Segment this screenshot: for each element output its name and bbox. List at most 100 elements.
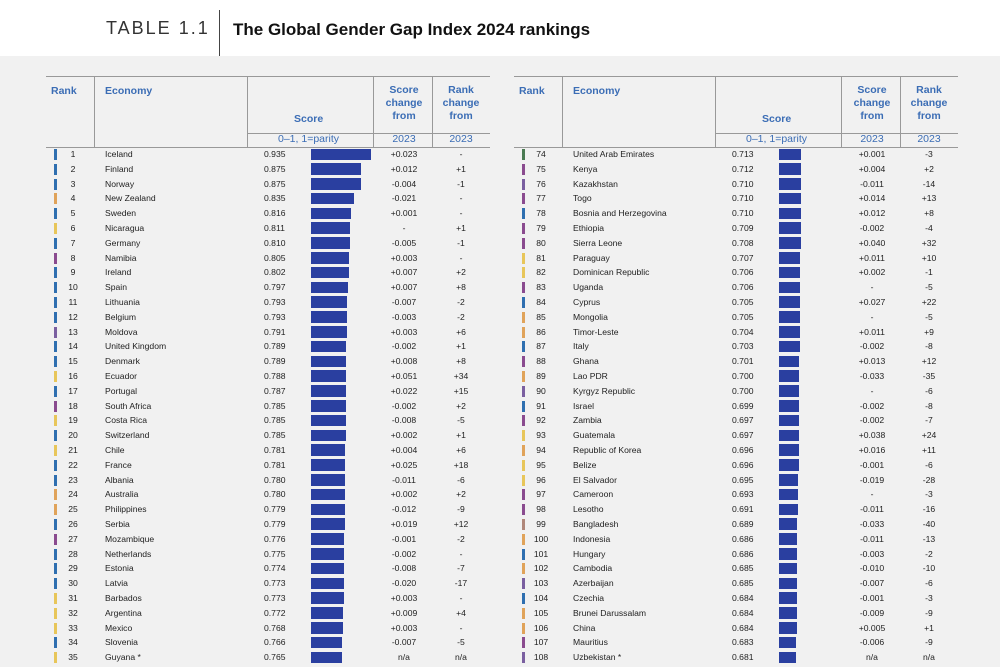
rank-cell: 77 [536,193,546,204]
region-marker [54,518,57,530]
table-row: 33 Mexico 0.768 +0.003 - [46,621,490,636]
score-bar [779,488,798,501]
score-change-cell: -0.006 [859,637,885,648]
economy-cell: Australia [105,489,139,500]
score-change-line3: from [392,110,416,122]
table-row: 13 Moldova 0.791 +0.003 +6 [46,325,490,340]
score-bar [311,636,342,649]
economy-cell: Togo [573,193,592,204]
table-row: 35 Guyana * 0.765 n/a n/a [46,650,490,665]
score-cell: 0.696 [732,444,754,455]
score-change-cell: +0.005 [858,622,886,633]
table-row: 91 Israel 0.699 -0.002 -8 [514,399,958,414]
score-bar [311,592,344,604]
rank-cell: 14 [68,341,78,352]
region-marker [522,222,525,234]
region-marker [54,400,57,412]
score-change-cell: +0.023 [390,149,418,159]
score-change-cell: -0.011 [860,533,884,544]
table-row: 24 Australia 0.780 +0.002 +2 [46,487,490,502]
score-cell: 0.835 [264,193,286,204]
score-bar [779,252,800,264]
rank-cell: 29 [68,563,78,574]
score-cell: 0.781 [264,444,286,455]
region-marker [54,430,57,442]
region-marker [522,341,525,353]
rank-cell: 83 [536,282,546,293]
economy-cell: Moldova [105,326,138,337]
rank-cell: 85 [536,311,546,322]
score-cell: 0.701 [732,356,754,367]
region-marker [54,444,57,456]
rank-cell: 32 [68,607,78,618]
economy-cell: Namibia [105,252,137,263]
region-marker [522,622,525,634]
score-cell: 0.779 [264,518,286,529]
table-row: 90 Kyrgyz Republic 0.700 - -6 [514,384,958,399]
economy-cell: Lithuania [105,296,140,307]
score-bar [779,414,799,427]
score-bar [311,296,347,308]
rank-change-line1: Rank [448,84,474,96]
score-cell: 0.785 [264,415,286,426]
rank-cell: 16 [68,370,78,381]
rank-cell: 17 [68,385,78,396]
rank-cell: 102 [533,563,549,574]
economy-cell: Italy [573,341,589,352]
table-row: 95 Belize 0.696 -0.001 -6 [514,458,958,473]
region-marker [522,326,525,338]
score-bar [311,222,350,234]
region-marker [522,474,525,486]
header-divider-line [373,77,374,147]
score-change-cell: - [870,489,874,500]
region-marker [54,178,57,190]
rank-change-cell: -6 [457,474,465,485]
rank-cell: 101 [533,548,549,559]
score-bar [779,340,800,353]
economy-cell: Spain [105,282,127,293]
rank-change-line3: from [449,110,473,122]
rank-change-cell: +34 [453,370,469,381]
column-header-score: Score [762,113,792,125]
economy-cell: Mozambique [105,533,155,544]
score-bar [779,148,801,160]
table-row: 23 Albania 0.780 -0.011 -6 [46,473,490,488]
table-row: 8 Namibia 0.805 +0.003 - [46,251,490,266]
table-row: 106 China 0.684 +0.005 +1 [514,621,958,636]
score-bar [311,607,343,619]
region-marker [522,504,525,516]
score-cell: 0.703 [732,341,754,352]
region-marker [522,370,525,382]
column-header-rank: Rank [51,85,77,97]
rank-change-cell: +11 [922,444,936,455]
score-cell: 0.810 [264,237,286,248]
rank-change-cell: -5 [925,282,933,293]
score-change-cell: - [870,385,874,396]
score-change-cell: -0.002 [391,341,417,352]
economy-cell: Portugal [105,385,138,396]
region-marker [54,237,57,249]
score-cell: 0.779 [264,504,286,515]
rank-change-cell: n/a [923,652,935,663]
rank-cell: 4 [70,193,76,204]
score-cell: 0.691 [732,504,754,515]
rank-cell: 75 [536,163,546,174]
score-cell: 0.700 [732,370,754,381]
score-bar [779,326,800,338]
table-row: 76 Kazakhstan 0.710 -0.011 -14 [514,177,958,192]
score-bar [311,266,349,279]
table-row: 15 Denmark 0.789 +0.008 +8 [46,354,490,369]
score-bar [779,207,801,220]
rank-change-cell: n/a [455,652,467,663]
economy-cell: Lesotho [573,504,604,515]
score-change-cell: -0.003 [859,548,885,559]
economy-cell: New Zealand [105,193,156,204]
rank-cell: 6 [70,222,76,233]
score-bar [311,385,346,397]
table-row: 31 Barbados 0.773 +0.003 - [46,591,490,606]
score-bar [311,326,347,338]
score-change-cell: -0.003 [391,311,417,322]
region-marker [522,578,525,590]
rank-change-cell: -17 [454,578,468,589]
region-marker [522,548,525,560]
